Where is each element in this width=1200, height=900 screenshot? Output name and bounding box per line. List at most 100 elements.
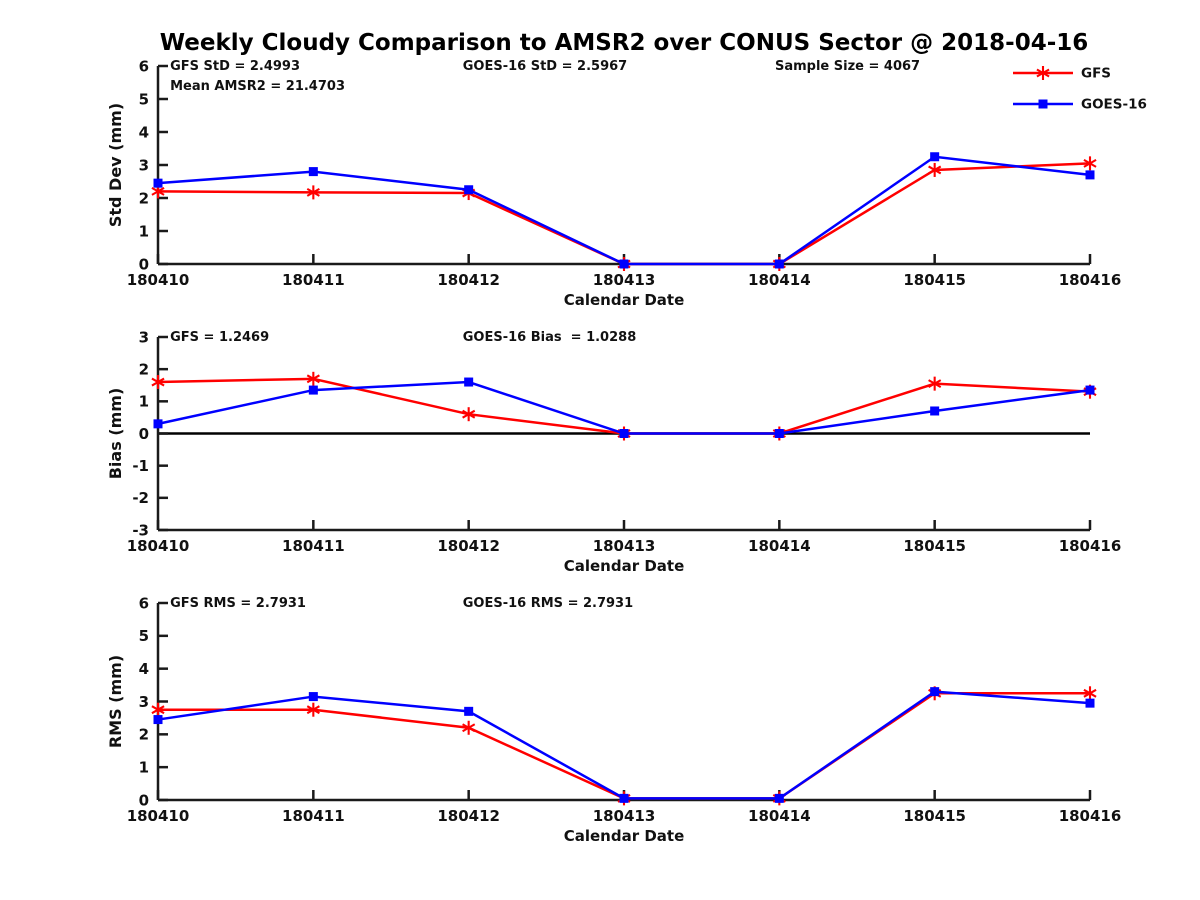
x-tick-label: 180410 [127, 807, 190, 825]
goes-16-marker [308, 167, 318, 177]
subplot-0: 0 1 2 3 4 5 6 180410 180411 180412 180413 180414 180… [106, 57, 1121, 309]
gfs-marker [462, 720, 476, 735]
x-axis-label: Calendar Date [564, 291, 685, 309]
y-tick-label: 3 [139, 328, 149, 346]
y-tick-label: -2 [132, 489, 149, 507]
chart-title: Weekly Cloudy Comparison to AMSR2 over C… [159, 30, 1089, 56]
x-axis-label: Calendar Date [564, 557, 685, 575]
y-tick-label: 2 [139, 360, 149, 378]
goes-16-series [153, 687, 1095, 803]
y-tick-label: 0 [139, 255, 149, 273]
y-tick-label: -1 [132, 457, 149, 475]
gfs-line [157, 162, 1091, 266]
asterisk-spoke [462, 409, 476, 419]
gfs-line [157, 377, 1091, 435]
asterisk-spoke [151, 377, 165, 387]
stat-annotation: GOES-16 RMS = 2.7931 [463, 596, 633, 611]
goes-16-marker [153, 178, 163, 188]
goes-16-marker [464, 377, 474, 387]
x-tick-label: 180413 [593, 271, 656, 289]
x-tick-label: 180414 [748, 271, 811, 289]
stat-annotation: GFS StD = 2.4993 [170, 59, 300, 74]
y-tick-label: 2 [139, 726, 149, 744]
x-tick-label: 180410 [127, 537, 190, 555]
goes-16-marker [1085, 698, 1095, 708]
goes-16-marker [308, 385, 318, 395]
goes-16-marker [774, 429, 784, 438]
goes-16-series [153, 152, 1095, 269]
goes-16-marker [619, 429, 629, 438]
asterisk-spoke [306, 705, 320, 715]
legend-marker [1036, 66, 1050, 80]
asterisk-spoke [928, 165, 942, 175]
y-axis-label: Bias (mm) [106, 388, 125, 480]
y-axis-label: RMS (mm) [106, 655, 125, 748]
gfs-marker [151, 375, 165, 390]
y-tick-label: 4 [139, 660, 149, 678]
legend-label: GOES-16 [1081, 97, 1147, 113]
x-tick-label: 180412 [437, 807, 500, 825]
goes-16-line [157, 690, 1091, 800]
gfs-marker [306, 702, 320, 717]
asterisk-spoke [151, 705, 165, 715]
goes-16-marker [774, 259, 784, 269]
asterisk-spoke [151, 186, 165, 196]
goes-16-marker [464, 185, 474, 195]
x-tick-label: 180411 [282, 537, 345, 555]
stat-annotation: Mean AMSR2 = 21.4703 [170, 79, 345, 94]
y-tick-label: 6 [139, 594, 149, 612]
gfs-marker [151, 702, 165, 717]
y-tick-label: 5 [139, 627, 149, 645]
legend-label: GFS [1081, 66, 1111, 82]
y-tick-label: -3 [132, 521, 149, 539]
y-tick-label: 6 [139, 57, 149, 75]
goes-16-line [157, 380, 1091, 435]
gfs-marker [1083, 156, 1097, 171]
goes-16-marker [1085, 170, 1095, 180]
x-tick-label: 180411 [282, 271, 345, 289]
x-tick-label: 180416 [1059, 537, 1122, 555]
goes-16-series [153, 377, 1095, 438]
y-tick-label: 3 [139, 156, 149, 174]
goes-16-marker [930, 687, 940, 697]
x-tick-label: 180415 [903, 537, 966, 555]
gfs-marker [928, 376, 942, 391]
legend: GFS GOES-16 [1013, 66, 1147, 113]
x-tick-label: 180412 [437, 271, 500, 289]
asterisk-spoke [1083, 158, 1097, 168]
asterisk-spoke [306, 187, 320, 197]
x-tick-label: 180413 [593, 807, 656, 825]
y-tick-label: 0 [139, 791, 149, 809]
gfs-marker [306, 185, 320, 200]
y-tick-label: 1 [139, 222, 149, 240]
asterisk-spoke [928, 379, 942, 389]
goes-16-marker [464, 706, 474, 716]
x-tick-label: 180411 [282, 807, 345, 825]
asterisk-spoke [306, 374, 320, 384]
legend-marker [1038, 99, 1048, 109]
gfs-marker [306, 371, 320, 386]
stat-annotation: Sample Size = 4067 [775, 59, 920, 74]
stat-annotation: GOES-16 StD = 2.5967 [463, 59, 627, 74]
gfs-marker [1083, 686, 1097, 701]
x-tick-label: 180410 [127, 271, 190, 289]
gfs-series [151, 686, 1097, 806]
x-axis-label: Calendar Date [564, 827, 685, 845]
x-tick-label: 180415 [903, 271, 966, 289]
goes-16-marker [930, 152, 940, 162]
goes-16-line [157, 155, 1091, 266]
x-tick-label: 180414 [748, 807, 811, 825]
y-axis-label: Std Dev (mm) [106, 103, 125, 227]
stat-annotation: GOES-16 Bias = 1.0288 [463, 330, 637, 345]
x-tick-label: 180416 [1059, 271, 1122, 289]
y-tick-label: 1 [139, 393, 149, 411]
goes-16-marker [619, 259, 629, 269]
asterisk-spoke [1036, 68, 1050, 78]
goes-16-marker [930, 406, 940, 416]
x-tick-label: 180413 [593, 537, 656, 555]
goes-16-marker [308, 692, 318, 702]
goes-16-marker [153, 715, 163, 725]
y-tick-label: 3 [139, 693, 149, 711]
y-tick-label: 4 [139, 123, 149, 141]
